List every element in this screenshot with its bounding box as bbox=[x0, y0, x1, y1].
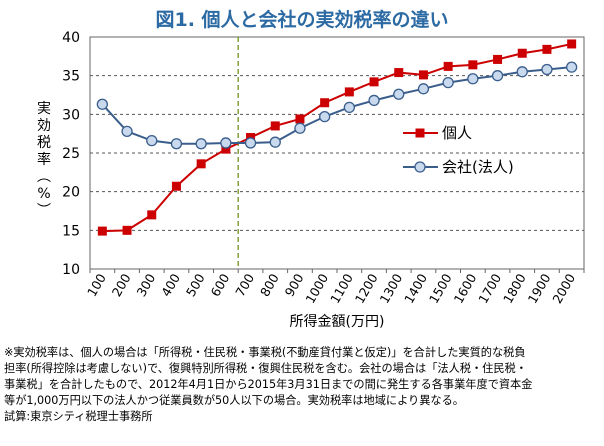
data-point bbox=[467, 73, 479, 85]
y-axis-label: 実効税率︵% ︶ bbox=[37, 101, 51, 219]
data-point bbox=[147, 210, 157, 220]
data-point bbox=[122, 225, 132, 235]
data-point bbox=[121, 125, 133, 137]
data-point bbox=[146, 134, 158, 147]
data-point bbox=[343, 101, 356, 114]
legend-marker bbox=[415, 128, 425, 138]
line-chart: 図1. 個人と会社の実効税率の違い 10 15 20 25 30 35 40 100 200 300… bbox=[37, 8, 585, 330]
y-tick-label: 35 bbox=[62, 69, 80, 85]
data-point bbox=[196, 159, 206, 169]
legend-marker bbox=[414, 161, 426, 173]
x-tick-label: 700 bbox=[232, 271, 257, 299]
y-tick-label: 20 bbox=[62, 185, 80, 201]
footnote: ※実効税率は、個人の場合は「所得税・住民税・事業税(不動産貸付業と仮定)」を合計… bbox=[4, 345, 600, 425]
x-tick-label: 2000 bbox=[549, 271, 578, 306]
data-point bbox=[542, 44, 552, 54]
y-tick-label: 25 bbox=[62, 146, 80, 162]
y-tick-label: 40 bbox=[62, 30, 80, 46]
legend-label: 会社(法人) bbox=[442, 158, 514, 176]
data-point bbox=[170, 138, 183, 150]
data-point bbox=[541, 63, 553, 76]
data-point bbox=[318, 111, 331, 123]
data-point bbox=[491, 70, 504, 82]
data-point bbox=[269, 136, 281, 148]
data-point bbox=[270, 121, 280, 131]
x-tick-label: 400 bbox=[158, 271, 183, 299]
x-tick-label: 1700 bbox=[475, 271, 504, 306]
footnote-line: ※実効税率は、個人の場合は「所得税・住民税・事業税(不動産貸付業と仮定)」を合計… bbox=[4, 346, 526, 359]
x-tick-label: 300 bbox=[133, 271, 158, 299]
data-point bbox=[344, 87, 354, 97]
x-tick-label: 500 bbox=[183, 271, 208, 299]
data-point bbox=[417, 83, 430, 95]
x-axis-label: 所得金額(万円) bbox=[290, 313, 385, 330]
x-tick-label: 800 bbox=[257, 271, 282, 299]
x-tick-label: 1600 bbox=[451, 271, 480, 306]
data-point bbox=[443, 61, 453, 71]
data-point bbox=[516, 66, 528, 78]
x-tick-label: 100 bbox=[84, 271, 109, 299]
x-tick-label: 1100 bbox=[327, 271, 356, 306]
data-point bbox=[493, 54, 503, 64]
x-tick-label: 900 bbox=[282, 271, 307, 299]
chart-title: 図1. 個人と会社の実効税率の違い bbox=[155, 8, 448, 31]
data-point bbox=[517, 48, 527, 58]
data-point bbox=[220, 137, 232, 149]
data-point bbox=[418, 70, 428, 80]
data-point bbox=[294, 122, 306, 134]
data-point bbox=[394, 68, 404, 78]
data-point bbox=[295, 114, 305, 124]
x-tick-label: 600 bbox=[208, 271, 233, 299]
data-point bbox=[320, 98, 330, 108]
x-tick-label: 200 bbox=[109, 271, 134, 299]
data-point bbox=[566, 61, 578, 73]
data-point bbox=[393, 88, 405, 100]
x-tick-label: 1800 bbox=[500, 271, 529, 306]
data-point bbox=[468, 60, 478, 70]
footnote-line: 担率(所得控除は考慮しない)で、復興特別所得税・復興住民税を含む。会社の場合は「… bbox=[4, 362, 527, 375]
data-point bbox=[96, 98, 108, 110]
y-tick-label: 10 bbox=[62, 262, 80, 278]
footnote-source: 試算:東京シティ税理士事務所 bbox=[4, 410, 153, 423]
legend-label: 個人 bbox=[442, 124, 472, 142]
data-point bbox=[369, 77, 379, 87]
x-tick-label: 1400 bbox=[401, 271, 430, 306]
y-tick-label: 15 bbox=[62, 223, 80, 239]
data-point bbox=[171, 181, 181, 191]
x-tick-label: 1500 bbox=[426, 271, 455, 306]
x-tick-label: 1000 bbox=[302, 271, 331, 306]
x-tick-label: 1200 bbox=[352, 271, 381, 306]
data-point bbox=[567, 39, 577, 49]
data-point bbox=[97, 226, 107, 236]
data-point bbox=[368, 94, 380, 107]
x-tick-label: 1300 bbox=[376, 271, 405, 306]
x-tick-label: 1900 bbox=[525, 271, 554, 306]
data-point bbox=[195, 138, 207, 150]
footnote-line: 事業税」を合計したもので、2012年4月1日から2015年3月31日までの間に発… bbox=[4, 378, 533, 391]
data-point bbox=[442, 76, 454, 89]
footnote-line: 等が1,000万円以下の法人かつ従業員数が50人以下の場合。実効税率は地域により… bbox=[4, 394, 464, 407]
y-tick-label: 30 bbox=[62, 107, 80, 123]
data-point bbox=[244, 137, 257, 149]
